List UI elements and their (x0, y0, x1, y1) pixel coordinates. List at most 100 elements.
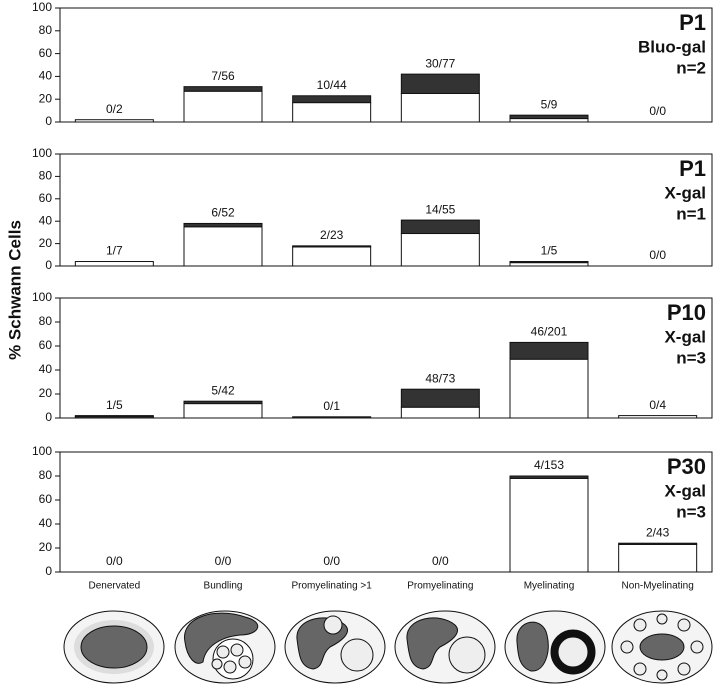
y-tick-label: 80 (39, 468, 53, 482)
y-tick-label: 100 (32, 146, 52, 160)
n-label: n=3 (676, 502, 706, 521)
bar-segment (618, 542, 698, 545)
y-tick-label: 0 (45, 258, 52, 272)
x-tick-label: Promyelinating >1 (292, 581, 373, 592)
cell-icons (63, 610, 713, 684)
y-axis-label: % Schwann Cells (5, 220, 24, 360)
bar-segment (292, 416, 372, 419)
y-tick-label: 0 (45, 114, 52, 128)
bar-segment (74, 119, 154, 123)
bar-segment (292, 102, 372, 123)
bar-segment (400, 406, 480, 419)
bar-segment (618, 543, 698, 573)
x-tick-label: Promyelinating (407, 581, 473, 592)
bar-annotation: 0/0 (215, 554, 232, 568)
panel-label: P1 (679, 156, 706, 181)
bar-annotation: 0/0 (649, 104, 666, 118)
bar-annotation: 7/56 (211, 69, 235, 83)
bar-segment (509, 114, 589, 120)
y-tick-label: 100 (32, 0, 52, 14)
bar-segment (400, 219, 480, 235)
y-tick-label: 60 (39, 338, 53, 352)
bar-annotation: 46/201 (531, 325, 568, 339)
bar-segment (509, 341, 589, 360)
y-tick-label: 40 (39, 69, 53, 83)
n-label: n=2 (676, 58, 706, 77)
y-tick-label: 100 (32, 290, 52, 304)
bar-segment (509, 475, 589, 479)
plot-frame (59, 451, 713, 573)
bar-annotation: 2/23 (320, 228, 344, 242)
y-tick-label: 60 (39, 46, 53, 60)
bar-annotation: 1/5 (541, 244, 558, 258)
y-tick-label: 60 (39, 191, 53, 205)
x-tick-label: Bundling (204, 581, 243, 592)
bar-segment (74, 415, 154, 418)
y-tick-label: 40 (39, 516, 53, 530)
bar-segment (292, 246, 372, 267)
stain-label: X-gal (664, 327, 706, 346)
bar-segment (400, 93, 480, 123)
bar-segment (183, 222, 263, 228)
y-tick-label: 40 (39, 213, 53, 227)
bar-segment (509, 118, 589, 123)
bar-segment (509, 358, 589, 419)
bar-segment (183, 403, 263, 419)
bar-segment (509, 261, 589, 264)
y-tick-label: 0 (45, 410, 52, 424)
bar-annotation: 0/0 (432, 554, 449, 568)
y-tick-label: 0 (45, 564, 52, 578)
y-tick-label: 60 (39, 492, 53, 506)
bar-annotation: 5/9 (541, 97, 558, 111)
x-tick-label: Non-Myelinating (622, 581, 694, 592)
bar-annotation: 1/5 (106, 398, 123, 412)
stain-label: Bluo-gal (638, 37, 706, 56)
bar-annotation: 6/52 (211, 206, 235, 220)
bar-segment (618, 415, 698, 419)
y-tick-label: 20 (39, 91, 53, 105)
bar-segment (292, 95, 372, 104)
bar-segment (183, 86, 263, 92)
y-tick-label: 80 (39, 314, 53, 328)
stain-label: X-gal (664, 481, 706, 500)
bar-segment (292, 245, 372, 248)
bar-annotation: 1/7 (106, 244, 123, 258)
bar-annotation: 14/55 (425, 202, 455, 216)
panel-label: P30 (667, 454, 706, 479)
x-tick-label: Denervated (88, 581, 140, 592)
bar-annotation: 0/0 (106, 554, 123, 568)
panel-label: P10 (667, 300, 706, 325)
bar-segment (183, 400, 263, 405)
bar-annotation: 4/153 (534, 458, 564, 472)
bar-annotation: 0/1 (323, 399, 340, 413)
bar-annotation: 48/73 (425, 371, 455, 385)
plot-frame (59, 297, 713, 419)
bar-segment (74, 261, 154, 267)
bar-segment (400, 73, 480, 95)
bar-annotation: 0/2 (106, 102, 123, 116)
y-tick-label: 20 (39, 540, 53, 554)
plot-frame (59, 153, 713, 267)
x-tick-label: Myelinating (524, 581, 575, 592)
panel-label: P1 (679, 10, 706, 35)
bar-segment (183, 226, 263, 267)
bar-segment (509, 477, 589, 573)
bar-annotation: 0/0 (323, 554, 340, 568)
bar-annotation: 30/77 (425, 56, 455, 70)
bar-segment (400, 388, 480, 408)
bar-annotation: 5/42 (211, 383, 235, 397)
y-tick-label: 100 (32, 444, 52, 458)
n-label: n=3 (676, 348, 706, 367)
bar-segment (509, 262, 589, 267)
n-label: n=1 (676, 204, 706, 223)
plot-frame (59, 7, 713, 123)
y-tick-label: 20 (39, 236, 53, 250)
y-tick-label: 80 (39, 23, 53, 37)
bar-segment (400, 233, 480, 267)
y-tick-label: 20 (39, 386, 53, 400)
y-tick-label: 40 (39, 362, 53, 376)
stain-label: X-gal (664, 183, 706, 202)
bar-annotation: 10/44 (317, 78, 347, 92)
bar-annotation: 2/43 (646, 525, 670, 539)
